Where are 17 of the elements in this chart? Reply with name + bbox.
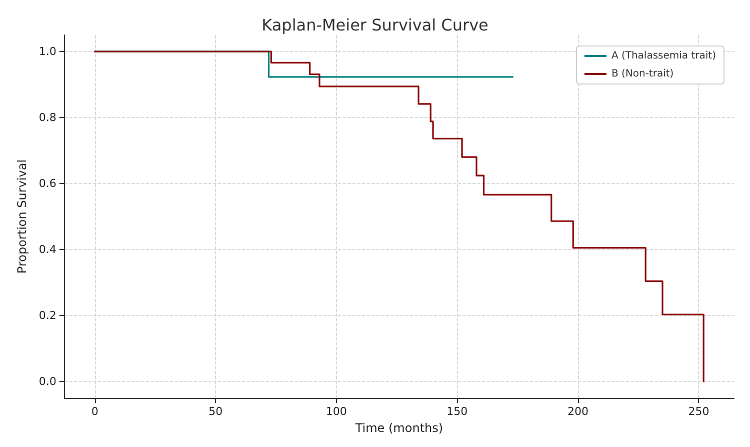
y-tick-label: 0.0 [38,375,56,388]
legend-label: B (Non-trait) [611,68,674,80]
chart-title: Kaplan-Meier Survival Curve [262,16,488,34]
y-tick-label: 0.6 [38,177,56,190]
y-tick-label: 0.2 [38,309,56,322]
y-tick-label: 1.0 [38,45,56,58]
legend-label: A (Thalassemia trait) [611,50,716,62]
x-tick-label: 100 [326,405,347,418]
x-tick-label: 200 [567,405,588,418]
x-tick-label: 250 [688,405,710,418]
y-tick-label: 0.4 [38,243,56,256]
y-tick-label: 0.8 [38,111,56,124]
x-axis-title: Time (months) [354,421,444,435]
x-tick-label: 0 [91,405,98,418]
x-tick-label: 50 [208,405,223,418]
y-axis-title: Proportion Survival [15,159,29,274]
x-tick-label: 150 [446,405,468,418]
